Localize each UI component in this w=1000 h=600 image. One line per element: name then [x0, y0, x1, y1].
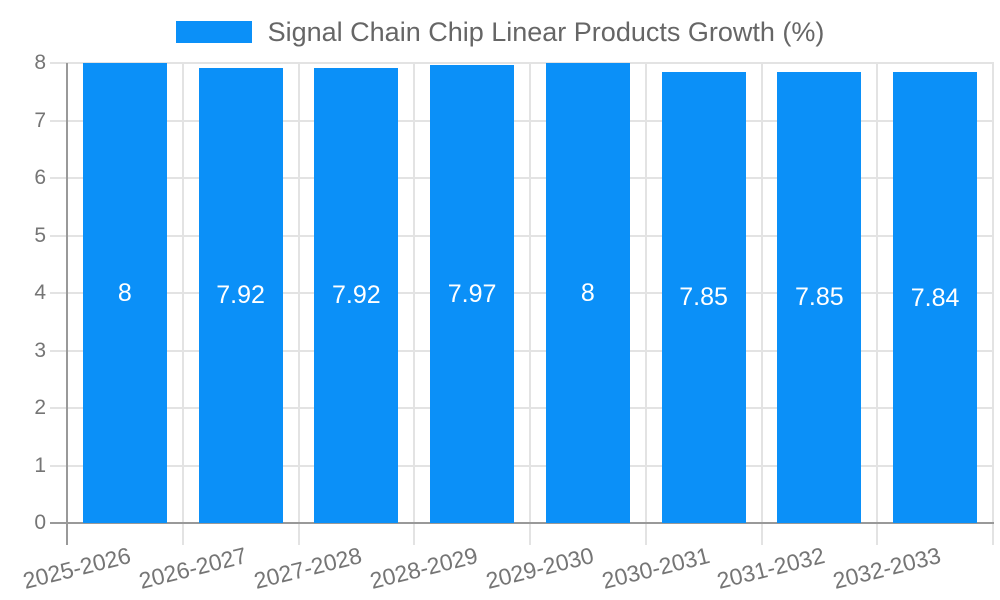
y-axis-tick-label: 5	[34, 223, 46, 247]
legend-item[interactable]: Signal Chain Chip Linear Products Growth…	[0, 17, 1000, 47]
bar-value-label: 7.84	[910, 283, 960, 312]
y-axis-line	[66, 63, 68, 545]
y-axis-tick-label: 7	[34, 108, 46, 132]
bar-2026-2027[interactable]	[198, 67, 283, 523]
bar-2027-2028[interactable]	[314, 67, 399, 523]
gridline-vertical	[760, 63, 763, 545]
bar-2028-2029[interactable]	[430, 64, 515, 523]
bar-2031-2032[interactable]	[777, 71, 862, 523]
y-axis-tick-label: 8	[34, 51, 46, 74]
y-axis-tick-label: 1	[34, 453, 46, 477]
y-axis-tick-label: 4	[34, 281, 46, 304]
gridline-horizontal	[50, 464, 994, 467]
gridline-horizontal	[50, 119, 994, 122]
bar-2029-2030[interactable]	[545, 63, 630, 523]
y-axis-tick-label: 3	[34, 338, 46, 362]
y-axis-tick-label: 0	[34, 511, 46, 534]
x-axis-line	[50, 522, 994, 524]
gridline-horizontal	[50, 407, 994, 409]
gridline-horizontal	[50, 177, 994, 179]
bar-value-label: 7.85	[795, 283, 844, 312]
bar-value-label: 7.85	[679, 283, 728, 312]
gridline-horizontal	[50, 234, 994, 237]
gridline-vertical	[992, 63, 994, 545]
gridline-vertical	[876, 63, 879, 545]
legend-swatch	[175, 21, 252, 43]
bar-2032-2033[interactable]	[893, 72, 978, 523]
bar-value-label: 8	[117, 279, 132, 307]
gridline-vertical	[529, 63, 531, 545]
y-axis-tick-label: 2	[34, 396, 46, 419]
bar-value-label: 8	[580, 279, 595, 307]
gridline-vertical	[181, 63, 184, 545]
gridline-horizontal	[50, 292, 994, 294]
gridline-vertical	[297, 63, 300, 545]
bar-value-label: 7.92	[332, 281, 381, 310]
gridline-vertical	[644, 63, 647, 545]
gridline-vertical	[413, 63, 416, 545]
gridline-horizontal	[50, 349, 994, 352]
gridline-horizontal	[50, 62, 994, 64]
bar-2030-2031[interactable]	[661, 71, 746, 523]
legend-label: Signal Chain Chip Linear Products Growth…	[267, 16, 825, 47]
bar-value-label: 7.97	[447, 279, 497, 308]
bar-2025-2026[interactable]	[82, 63, 167, 523]
bar-value-label: 7.92	[216, 281, 265, 310]
y-axis-tick-label: 6	[34, 166, 46, 189]
